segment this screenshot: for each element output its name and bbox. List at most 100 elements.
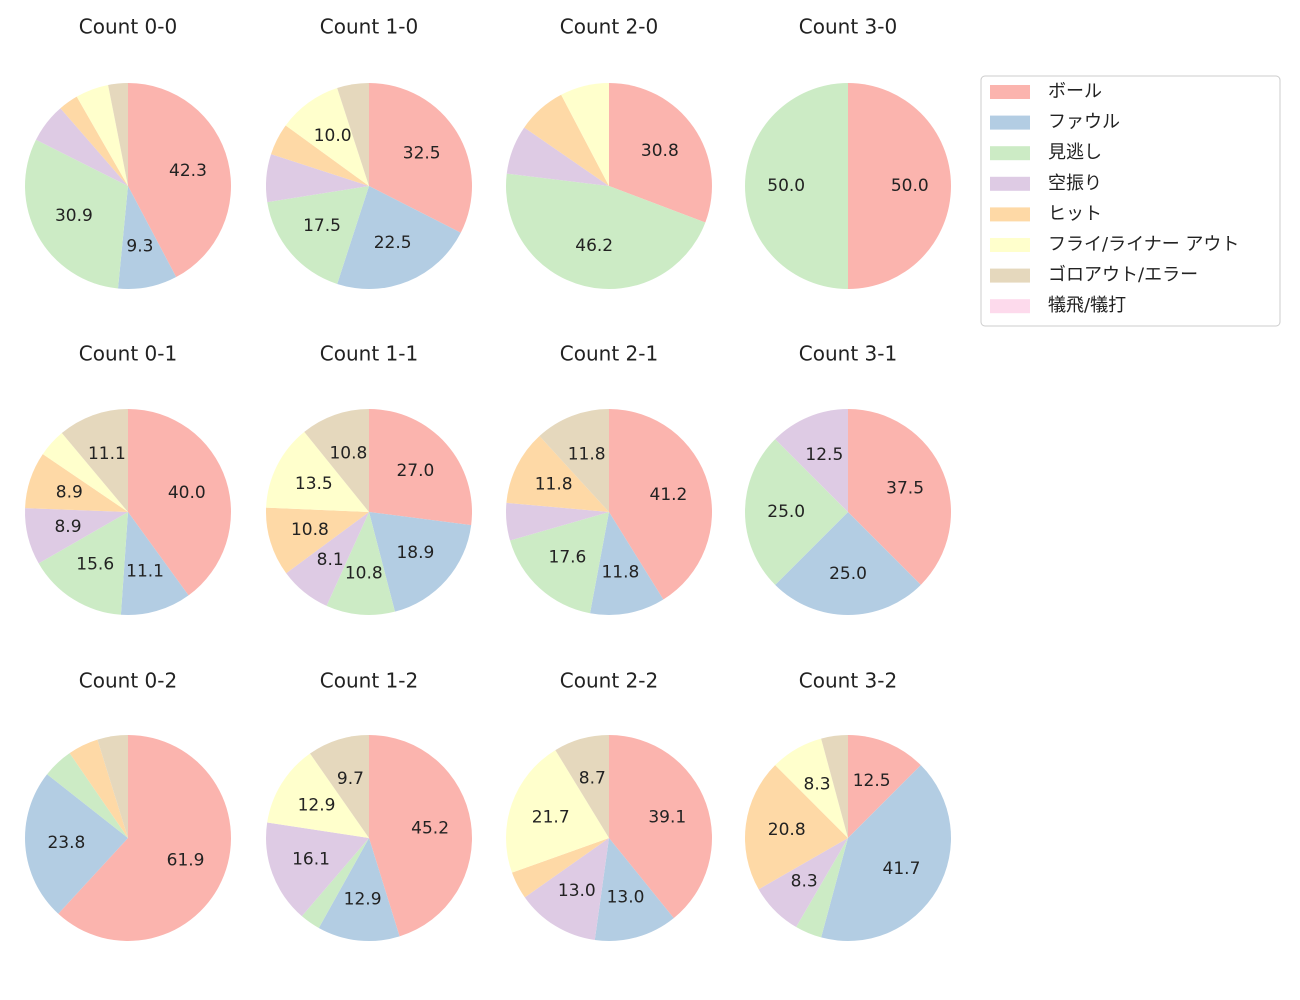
pie-slice	[821, 765, 951, 942]
value-label: 12.9	[344, 889, 382, 909]
chart-title: Count 1-0	[320, 15, 418, 39]
value-label: 11.8	[535, 475, 573, 495]
pie-slice	[369, 512, 472, 612]
pie-slice	[555, 735, 609, 838]
pie-slice	[524, 838, 609, 941]
value-label: 18.9	[396, 543, 434, 563]
legend-swatch	[990, 207, 1030, 222]
legend-swatch	[990, 176, 1030, 191]
pie-slice	[369, 83, 472, 233]
chart-title: Count 0-0	[79, 15, 177, 39]
pie-slice	[266, 507, 369, 574]
pie-slice	[848, 735, 921, 838]
value-label: 21.7	[532, 807, 570, 827]
legend-label: フライ/ライナー アウト	[1048, 234, 1239, 255]
value-label: 17.5	[303, 216, 341, 236]
legend-label: 空振り	[1048, 173, 1102, 194]
pie-slice	[506, 502, 609, 541]
value-label: 20.8	[768, 820, 806, 840]
chart-title: Count 1-1	[320, 342, 418, 366]
pie-slice	[267, 186, 369, 284]
pie-slice	[758, 838, 848, 927]
pie-slice	[369, 735, 472, 937]
value-label: 8.1	[317, 550, 344, 570]
legend-box	[980, 75, 1281, 327]
value-label: 12.9	[298, 795, 336, 815]
pie-slice	[505, 173, 706, 290]
value-label: 8.9	[56, 483, 83, 503]
chart-title: Count 3-1	[799, 342, 897, 366]
value-label: 37.5	[886, 478, 924, 498]
value-label: 46.2	[575, 236, 613, 256]
value-label: 9.7	[337, 769, 364, 789]
pie-slice	[310, 735, 369, 838]
value-label: 32.5	[403, 144, 441, 164]
legend-label: ファウル	[1048, 112, 1120, 133]
pie-slice	[61, 409, 128, 512]
pie-slice	[337, 186, 461, 289]
value-label: 12.5	[853, 771, 891, 791]
pie-slice	[594, 838, 674, 941]
pie-slice	[796, 838, 848, 938]
value-label: 25.0	[767, 502, 805, 522]
value-label: 10.8	[329, 444, 367, 464]
value-label: 22.5	[374, 233, 412, 253]
value-label: 12.5	[805, 445, 843, 465]
value-label: 61.9	[167, 850, 205, 870]
value-label: 13.0	[607, 888, 645, 908]
pie-slice	[128, 83, 231, 278]
pie-slice	[301, 838, 369, 928]
pie-slice	[266, 431, 369, 512]
legend-label: 犠飛/犠打	[1048, 295, 1126, 316]
pie-slice	[512, 838, 609, 898]
value-label: 30.9	[55, 206, 93, 226]
value-label: 50.0	[891, 176, 929, 196]
pie-slice	[775, 512, 921, 615]
legend-swatch	[990, 146, 1030, 161]
pie-slice	[609, 735, 712, 919]
value-label: 42.3	[169, 161, 207, 181]
pie-slice	[609, 83, 713, 223]
pie-slice	[76, 84, 128, 186]
pie-slice	[266, 822, 369, 917]
chart-title: Count 2-1	[560, 342, 658, 366]
legend-label: ゴロアウト/エラー	[1048, 265, 1198, 286]
pie-slice	[539, 409, 609, 512]
value-label: 17.6	[549, 548, 587, 568]
pie-slice	[506, 435, 609, 512]
pie-slice	[60, 96, 128, 186]
value-label: 13.5	[295, 474, 333, 494]
legend-swatch	[990, 299, 1030, 314]
value-label: 13.0	[558, 881, 596, 901]
value-label: 27.0	[396, 461, 434, 481]
pie-slice	[25, 454, 129, 512]
legend-label: ヒット	[1048, 203, 1102, 224]
legend-label: 見逃し	[1048, 142, 1102, 163]
value-label: 50.0	[767, 176, 805, 196]
pie-slice	[120, 512, 189, 615]
value-label: 9.3	[126, 237, 153, 257]
pie-slice	[510, 512, 609, 614]
pie-slice	[128, 409, 231, 596]
value-label: 8.9	[54, 517, 81, 537]
pie-slice	[506, 750, 609, 873]
legend-swatch	[990, 115, 1030, 130]
pie-slice	[745, 439, 848, 585]
pie-slice	[524, 94, 609, 186]
chart-title: Count 3-0	[799, 15, 897, 39]
value-label: 8.3	[804, 775, 831, 795]
pie-slice	[47, 753, 128, 838]
pie-slice	[271, 125, 369, 186]
pie-slice	[745, 765, 848, 890]
value-label: 11.8	[568, 444, 606, 464]
pie-slice	[117, 186, 177, 290]
pie-slice	[42, 433, 128, 512]
value-label: 41.2	[650, 485, 688, 505]
pie-slice	[561, 83, 609, 186]
value-label: 11.1	[126, 561, 164, 581]
pie-slice	[848, 83, 951, 289]
pie-slice	[24, 139, 129, 289]
pie-slice	[108, 83, 128, 186]
pie-slice	[267, 753, 369, 838]
legend-swatch	[990, 238, 1030, 252]
